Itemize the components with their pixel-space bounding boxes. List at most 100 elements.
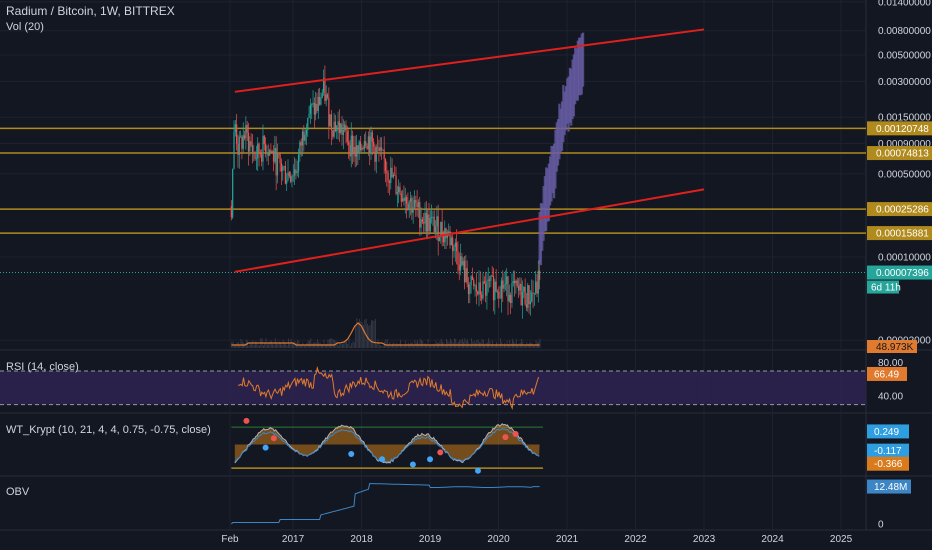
wt-signal-dot (262, 444, 269, 451)
candle-body (453, 247, 455, 252)
candle-body (405, 197, 408, 204)
volume-bar (353, 342, 355, 348)
obv-value-tag-label: 12.48M (874, 482, 907, 493)
volume-bar (323, 340, 325, 348)
candle-body (336, 125, 338, 132)
price-axis[interactable]: 0.01400000 0.00800000 0.00500000 0.00300000… (867, 0, 932, 531)
candle-body (319, 96, 321, 105)
volume-bar (311, 343, 313, 348)
candle-body (290, 176, 292, 182)
volume-bar (361, 322, 363, 348)
volume-bar (378, 344, 380, 348)
rsi-pane[interactable] (0, 365, 866, 411)
candle-body (499, 297, 501, 299)
wt-pane[interactable] (231, 417, 544, 474)
candle-body (483, 281, 485, 284)
candle-body (465, 268, 467, 283)
candle-body (354, 147, 356, 157)
candle-body (413, 199, 416, 208)
volume-bar (494, 344, 496, 348)
volume-bar (388, 344, 389, 348)
candle-body (307, 118, 309, 131)
candle-body (279, 154, 281, 163)
time-axis[interactable]: Feb 2017 2018 2019 2020 2021 2022 2023 2024 2025 (221, 534, 852, 545)
candle-body (357, 145, 359, 154)
candle-body (452, 237, 454, 252)
candle-body (469, 284, 471, 295)
candle-body (300, 141, 302, 146)
candle-body (504, 283, 506, 285)
level-price-tag-label: 0.00025286 (876, 205, 929, 216)
countdown-tag (867, 280, 899, 294)
volume-bar (488, 338, 490, 348)
volume-bar (444, 345, 446, 348)
candle-body (349, 144, 351, 157)
candle-body (287, 172, 289, 181)
candle-body (539, 270, 541, 280)
wt-signal-dot (409, 461, 416, 468)
candle-body (383, 149, 385, 160)
volume-bar (345, 340, 347, 348)
volume-bar (266, 344, 268, 348)
projection-bar (560, 101, 564, 151)
candle-body (457, 251, 459, 265)
wt-legend: WT_Krypt (10, 21, 4, 4, 0.75, -0.75, clo… (6, 424, 211, 436)
volume-bar (299, 344, 301, 348)
volume-bar (527, 343, 529, 348)
projection-bar (563, 91, 566, 136)
projection-bar (550, 145, 553, 202)
candle-body (380, 147, 383, 150)
volume-bar (343, 342, 345, 348)
candle-body (322, 78, 325, 93)
price-axis-label: 0.01400000 (878, 0, 931, 8)
volume-bar (523, 345, 525, 348)
volume-bar (301, 344, 302, 348)
candle-body (370, 132, 372, 153)
rsi-line (238, 365, 540, 411)
candle-body (521, 291, 524, 306)
wt-value-tag (867, 424, 909, 439)
volume-bar (320, 343, 322, 348)
candle-body (317, 96, 319, 111)
candle-body (388, 181, 391, 183)
candle-body (485, 283, 487, 296)
candle-body (446, 233, 449, 239)
candle-body (537, 270, 539, 294)
candle-body (433, 216, 435, 232)
candle-body (375, 147, 377, 162)
level-price-tag (867, 121, 932, 136)
candle-body (254, 152, 256, 159)
candle-body (272, 151, 275, 162)
candle-body (373, 141, 375, 147)
candle-body (341, 123, 343, 135)
time-axis-label: 2021 (556, 534, 579, 545)
candle-body (350, 135, 352, 157)
candle-body (491, 275, 493, 277)
volume-bar (298, 340, 300, 348)
volume-bar (427, 338, 429, 348)
candle-body (386, 170, 388, 174)
volume-bar (234, 345, 235, 348)
price-axis-label: 0.00150000 (878, 113, 931, 124)
obv-pane[interactable] (231, 482, 540, 525)
price-pane[interactable] (0, 28, 866, 348)
candle-body (438, 237, 441, 242)
time-axis-label: Feb (221, 534, 239, 545)
wt-signal-dot (379, 456, 386, 463)
volume-bar (255, 341, 256, 348)
volume-bar (460, 339, 462, 348)
candle-body (355, 145, 358, 157)
volume-bar (476, 339, 478, 348)
wt-value-tag-label: -0.117 (874, 446, 902, 457)
volume-bar (277, 344, 279, 348)
candle-body (294, 169, 296, 176)
candle-body (490, 275, 492, 281)
volume-bar (286, 345, 288, 348)
volume-bar (464, 338, 466, 348)
volume-bar (376, 344, 378, 348)
rsi-band (0, 371, 866, 405)
volume-bar (340, 343, 342, 348)
candle-body (376, 147, 379, 149)
candle-body (328, 97, 330, 127)
